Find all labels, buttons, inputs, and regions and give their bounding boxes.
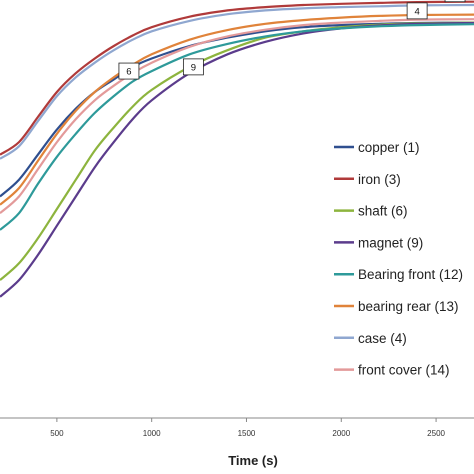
annotation-layer: 6 9 4 bbox=[118, 0, 466, 80]
x-tick-label: 1500 bbox=[238, 429, 256, 438]
annotation-label: 4 bbox=[414, 6, 419, 17]
legend-entry: Bearing front (12) bbox=[358, 267, 463, 282]
x-tick-label: 2500 bbox=[427, 429, 445, 438]
legend-entry: copper (1) bbox=[358, 140, 420, 155]
x-tick-label: 2000 bbox=[332, 429, 350, 438]
series-layer bbox=[0, 0, 474, 298]
legend-entry: magnet (9) bbox=[358, 235, 423, 250]
series-line-5 bbox=[0, 23, 474, 231]
legend-entry: shaft (6) bbox=[358, 204, 408, 219]
annotation-frame bbox=[406, 2, 428, 20]
legend-entry: front cover (14) bbox=[358, 363, 450, 378]
series-line-4 bbox=[0, 21, 474, 298]
annotation-label: 9 bbox=[191, 62, 196, 73]
series-line-8 bbox=[0, 18, 474, 215]
series-line-2 bbox=[0, 0, 474, 156]
x-axis-label: Time (s) bbox=[228, 453, 278, 468]
series-line-1 bbox=[0, 21, 474, 198]
series-line-7 bbox=[0, 3, 474, 160]
x-tick-label: 500 bbox=[50, 429, 64, 438]
annotation-frame bbox=[182, 58, 204, 76]
annotation-box: 6 bbox=[118, 62, 140, 80]
annotation-label: 6 bbox=[126, 67, 131, 78]
legend: copper (1) iron (3) shaft (6) magnet (9) Bea… bbox=[334, 140, 463, 378]
x-tick-label: 1000 bbox=[143, 429, 161, 438]
annotation-box: 4 bbox=[406, 2, 428, 20]
axes: 500 1000 1500 2000 2500 bbox=[0, 417, 474, 438]
annotation-frame bbox=[444, 0, 466, 3]
annotation-box bbox=[444, 0, 466, 3]
legend-entry: case (4) bbox=[358, 331, 407, 346]
annotation-box: 9 bbox=[182, 58, 204, 76]
legend-entry: iron (3) bbox=[358, 172, 401, 187]
annotation-frame bbox=[118, 62, 140, 80]
legend-entry: bearing rear (13) bbox=[358, 299, 459, 314]
series-line-6 bbox=[0, 13, 474, 206]
